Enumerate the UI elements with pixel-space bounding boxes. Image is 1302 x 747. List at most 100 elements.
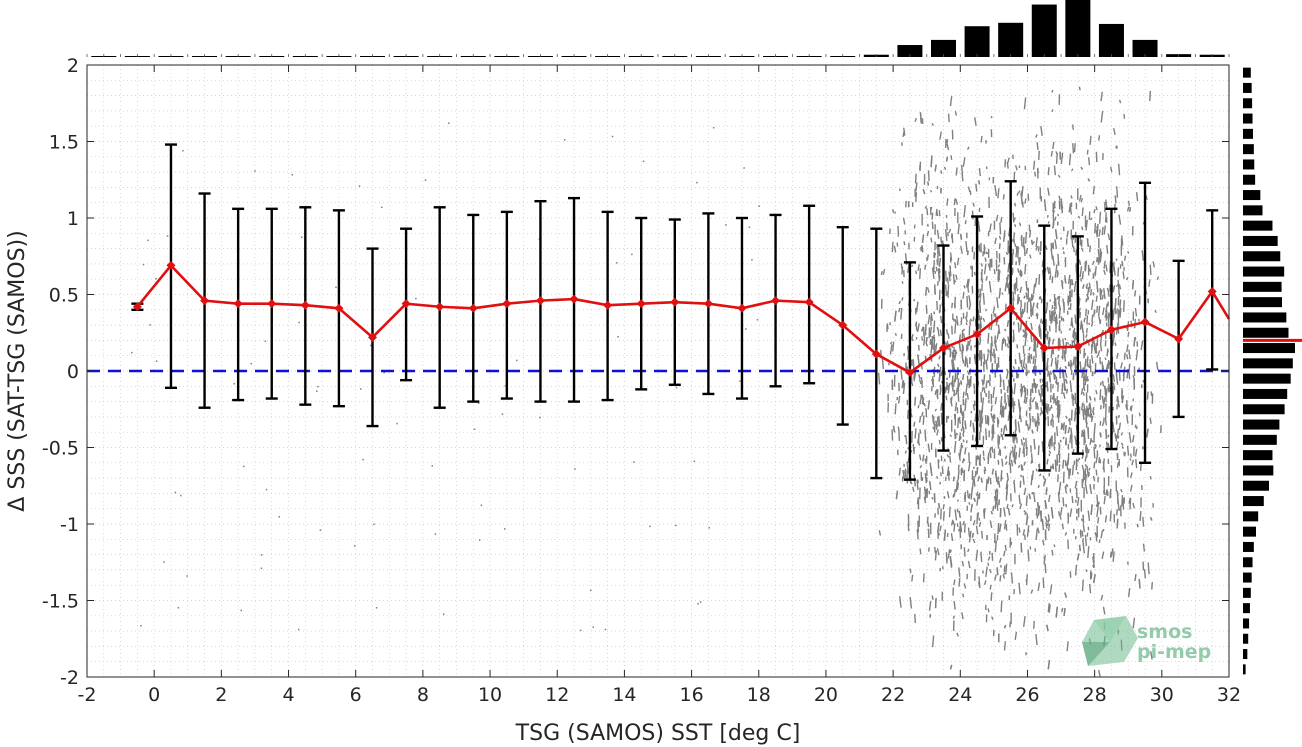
scatter-point (1085, 420, 1088, 425)
scatter-point (1116, 461, 1120, 468)
scatter-point (316, 390, 318, 392)
scatter-point (995, 488, 998, 493)
scatter-point (1025, 396, 1028, 404)
scatter-point (1082, 523, 1086, 533)
scatter-point (501, 413, 504, 415)
scatter-point (1054, 459, 1057, 472)
scatter-point (964, 398, 967, 408)
scatter-point (1082, 541, 1086, 554)
scatter-point (962, 426, 965, 433)
scatter-point (1104, 403, 1107, 407)
scatter-point (1074, 361, 1077, 369)
scatter-point (1087, 449, 1090, 454)
scatter-point (923, 336, 926, 346)
scatter-point (923, 496, 927, 504)
scatter-point (931, 635, 935, 648)
scatter-point (906, 409, 910, 419)
scatter-point (1083, 403, 1086, 415)
scatter-point (1082, 471, 1086, 475)
scatter-point (1046, 458, 1049, 465)
series-marker (233, 299, 243, 309)
scatter-point (1006, 274, 1010, 282)
scatter-point (973, 271, 976, 276)
scatter-point (1046, 357, 1049, 366)
scatter-point (936, 416, 939, 427)
scatter-point (1081, 530, 1084, 537)
scatter-point (985, 566, 988, 577)
scatter-point (1078, 194, 1082, 202)
scatter-point (924, 458, 927, 465)
scatter-point (1073, 143, 1076, 153)
series-marker (368, 332, 377, 342)
scatter-point (997, 264, 1001, 268)
top-histogram (86, 0, 1230, 57)
scatter-point (973, 400, 976, 406)
scatter-point (1016, 288, 1019, 292)
scatter-point (1015, 165, 1018, 171)
scatter-point (1061, 607, 1064, 613)
scatter-point (918, 374, 921, 380)
scatter-point (1129, 498, 1132, 510)
scatter-point (894, 332, 897, 336)
y-axis-ticks: 2 1.5 1 0.5 0 -0.5 -1 -1.5 -2 (42, 55, 1229, 689)
scatter-point (1031, 294, 1035, 300)
scatter-point (1071, 168, 1074, 172)
scatter-point (1013, 217, 1016, 221)
scatter-point (1066, 463, 1069, 471)
scatter-point (1083, 352, 1087, 357)
scatter-point (478, 539, 481, 541)
scatter-point (999, 575, 1002, 582)
scatter-point (980, 350, 983, 360)
x-tick-label: 18 (747, 684, 771, 706)
scatter-point (1029, 297, 1033, 308)
scatter-point (1019, 503, 1023, 510)
scatter-point (1069, 359, 1073, 367)
scatter-point (1149, 264, 1152, 275)
scatter-point (1033, 396, 1036, 400)
scatter-point (278, 516, 280, 518)
scatter-point (1040, 407, 1043, 414)
scatter-point (942, 503, 945, 510)
scatter-point (1118, 99, 1122, 104)
scatter-point (902, 470, 905, 479)
scatter-point (1053, 165, 1056, 176)
scatter-point (1025, 281, 1028, 291)
scatter-point (1054, 239, 1058, 249)
scatter-point (1102, 490, 1106, 495)
scatter-point (951, 519, 954, 526)
scatter-point (1113, 127, 1116, 135)
scatter-point (1062, 251, 1065, 255)
scatter-point (882, 268, 886, 276)
scatter-point (1069, 279, 1072, 290)
scatter-point (1080, 166, 1084, 170)
scatter-point (994, 237, 997, 245)
scatter-point (1048, 437, 1052, 450)
scatter-point (155, 360, 158, 362)
scatter-point (973, 497, 977, 502)
scatter-point (1062, 392, 1066, 399)
scatter-point (265, 488, 268, 491)
scatter-point (878, 530, 882, 536)
scatter-point (935, 210, 939, 217)
scatter-point (950, 155, 953, 160)
scatter-point (1003, 624, 1007, 629)
right-histogram-bar (1243, 312, 1287, 323)
scatter-point (1095, 469, 1098, 476)
scatter-point (1109, 551, 1112, 558)
scatter-point (1006, 157, 1010, 164)
scatter-point (1025, 363, 1028, 369)
scatter-point (955, 387, 959, 395)
scatter-point (978, 409, 981, 419)
scatter-point (1113, 266, 1116, 276)
scatter-point (919, 464, 923, 469)
scatter-point (1064, 378, 1068, 384)
right-histogram-bar (1243, 480, 1269, 491)
scatter-point (1092, 475, 1096, 482)
scatter-point (967, 186, 971, 193)
scatter-point (362, 458, 364, 461)
scatter-point (1068, 327, 1072, 331)
scatter-point (1074, 480, 1078, 489)
scatter-point (919, 112, 922, 124)
scatter-point (1039, 393, 1042, 403)
